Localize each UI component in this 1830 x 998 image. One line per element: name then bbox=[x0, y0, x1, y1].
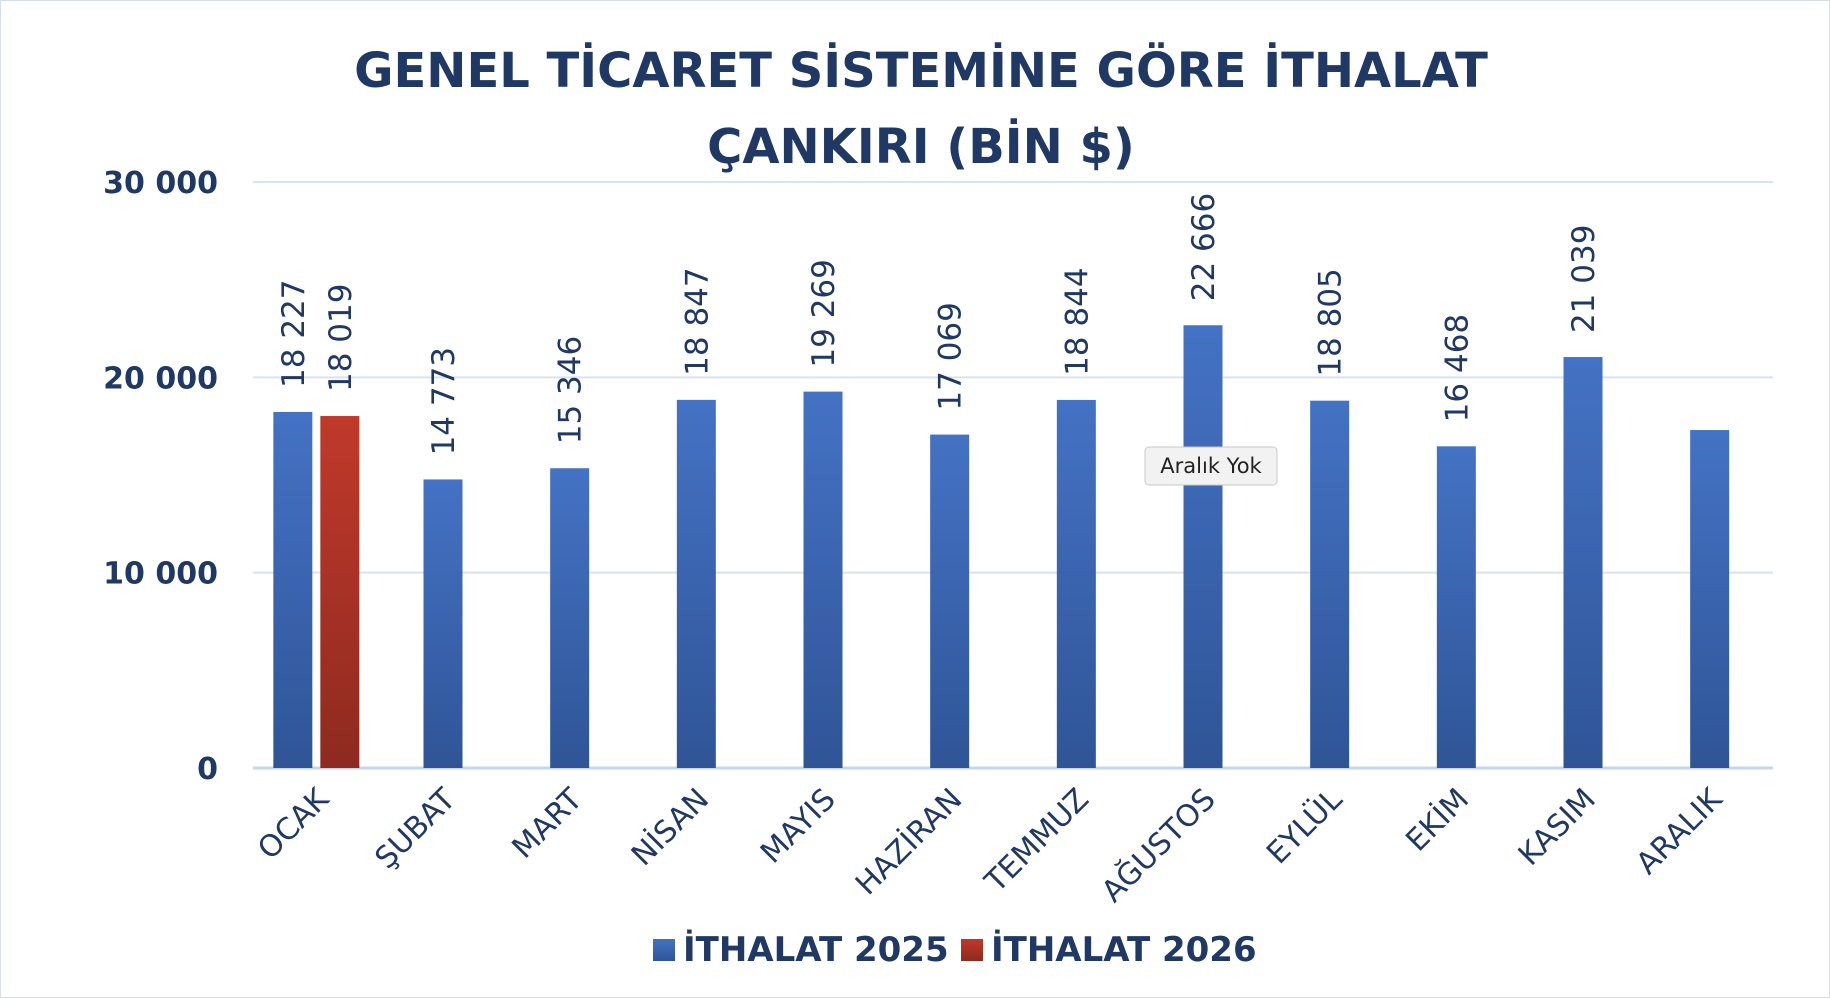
data-label: 21 039 bbox=[1566, 225, 1602, 333]
bar-eki̇m-series-1[interactable] bbox=[1436, 446, 1476, 768]
x-tick-label: ŞUBAT bbox=[369, 781, 464, 876]
grid-layer bbox=[253, 181, 1773, 770]
x-tick-label: MART bbox=[506, 781, 590, 865]
x-tick-label: NİSAN bbox=[624, 781, 716, 873]
bar-şubat-series-1[interactable] bbox=[423, 479, 463, 768]
x-axis-ticks: OCAK ŞUBAT MART NİSAN MAYIS HAZİRAN TEMMUZ AĞUS… bbox=[251, 780, 1730, 909]
bar-layer bbox=[273, 325, 1730, 768]
data-label: 18 847 bbox=[679, 267, 715, 375]
x-tick-label: EKİM bbox=[1399, 781, 1476, 858]
x-tick-label: HAZİRAN bbox=[848, 781, 969, 902]
chart-title-group: GENEL TİCARET SİSTEMİNE GÖRE İTHALAT ÇAN… bbox=[354, 42, 1488, 175]
data-label: 19 269 bbox=[806, 259, 842, 367]
bar-mayis-series-1[interactable] bbox=[803, 391, 843, 768]
bar-mart-series-1[interactable] bbox=[550, 468, 590, 768]
tooltip-box bbox=[1144, 446, 1278, 486]
x-tick-label: EYLÜL bbox=[1259, 781, 1349, 871]
data-label: 22 666 bbox=[1186, 193, 1222, 301]
x-tick-label: TEMMUZ bbox=[978, 782, 1096, 900]
tooltip: Aralık Yok bbox=[1144, 446, 1278, 486]
chart-title: GENEL TİCARET SİSTEMİNE GÖRE İTHALAT bbox=[354, 42, 1488, 99]
bar-hazi̇ran-series-1[interactable] bbox=[930, 434, 970, 768]
y-tick-label: 30 000 bbox=[103, 166, 218, 201]
bar-ocak-series-1[interactable] bbox=[273, 411, 313, 768]
x-tick-label: KASIM bbox=[1512, 782, 1603, 873]
legend-swatch bbox=[653, 939, 675, 961]
chart-subtitle: ÇANKIRI (BİN $) bbox=[707, 118, 1135, 175]
y-axis-ticks: 0 10 000 20 000 30 000 bbox=[103, 166, 218, 787]
data-label: 15 346 bbox=[553, 336, 589, 444]
y-tick-label: 10 000 bbox=[103, 557, 218, 592]
bar-ağustos-series-1[interactable] bbox=[1183, 325, 1223, 768]
x-tick-label: ARALIK bbox=[1630, 781, 1731, 882]
data-label: 18 805 bbox=[1313, 268, 1349, 376]
legend-swatch bbox=[961, 939, 983, 961]
bar-kasim-series-1[interactable] bbox=[1563, 357, 1603, 768]
legend: İTHALAT 2025 İTHALAT 2026 bbox=[653, 929, 1257, 970]
legend-label: İTHALAT 2026 bbox=[991, 929, 1257, 970]
bar-eylül-series-1[interactable] bbox=[1310, 400, 1350, 768]
data-label: 18 844 bbox=[1059, 267, 1095, 375]
y-tick-label: 0 bbox=[197, 752, 218, 787]
y-tick-label: 20 000 bbox=[103, 361, 218, 396]
legend-label: İTHALAT 2025 bbox=[683, 929, 949, 970]
x-tick-label: MAYIS bbox=[754, 782, 843, 871]
bar-temmuz-series-1[interactable] bbox=[1056, 399, 1096, 768]
bar-aralik-series-1[interactable] bbox=[1690, 430, 1730, 768]
x-tick-label: AĞUSTOS bbox=[1094, 780, 1223, 909]
x-tick-label: OCAK bbox=[251, 781, 337, 867]
bar-ocak-series-2[interactable] bbox=[320, 416, 360, 768]
data-label: 18 227 bbox=[276, 279, 312, 387]
data-label: 18 019 bbox=[323, 284, 359, 392]
tooltip-text: Aralık Yok bbox=[1160, 454, 1262, 478]
data-label: 14 773 bbox=[426, 347, 462, 455]
data-label: 16 468 bbox=[1439, 314, 1475, 422]
data-label-layer: 18 227 18 019 14 773 15 346 18 847 19 269 17 0… bbox=[276, 193, 1602, 456]
data-label: 17 069 bbox=[933, 302, 969, 410]
bar-ni̇san-series-1[interactable] bbox=[676, 399, 716, 768]
